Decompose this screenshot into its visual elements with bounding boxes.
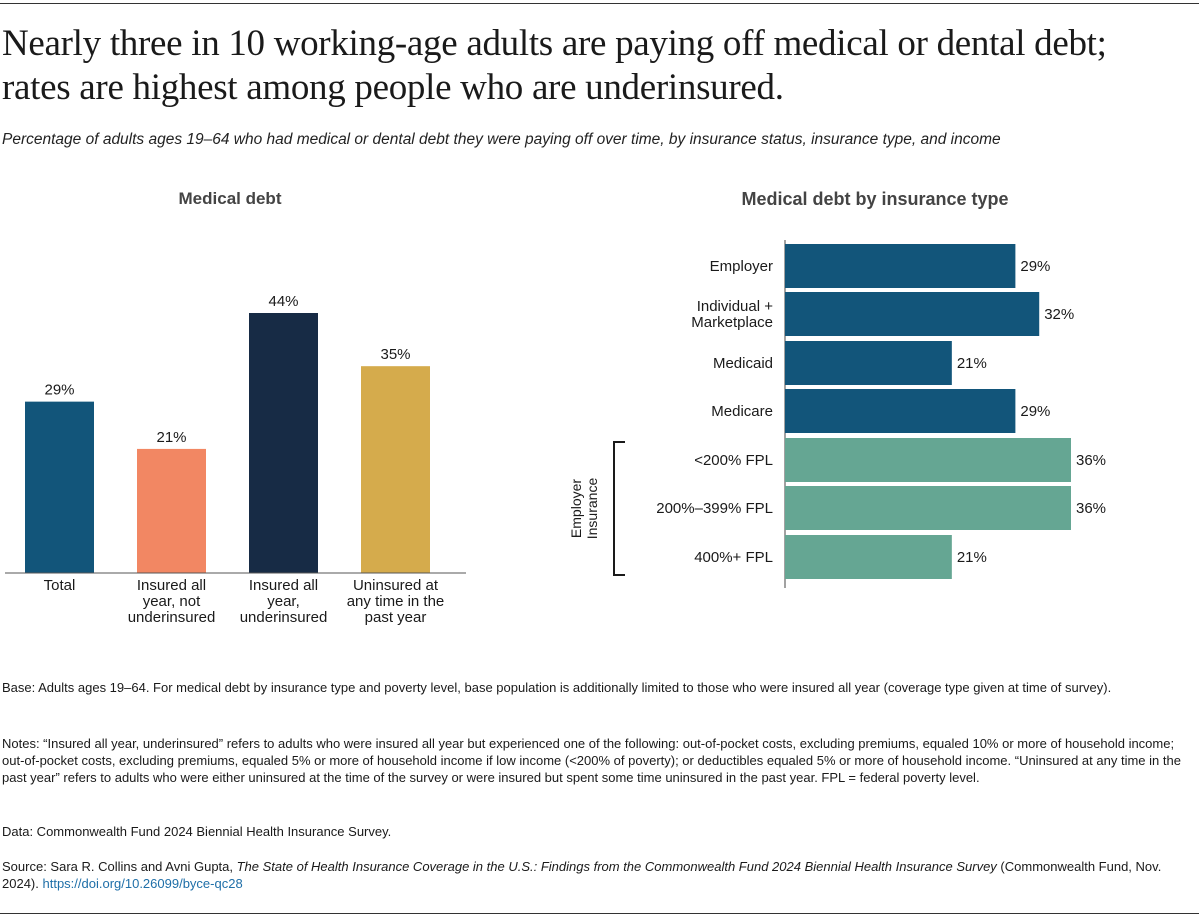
hbar-value-label-5: 36%	[1076, 500, 1106, 517]
bar-value-label-3: 35%	[380, 346, 410, 363]
group-label-1: Insurance	[584, 478, 600, 540]
hbar-value-label-4: 36%	[1076, 452, 1106, 469]
x-tick-label-3-1: any time in the	[347, 593, 445, 610]
x-tick-label-3-2: past year	[365, 609, 427, 626]
hbar-insurance-type-3	[785, 389, 1016, 433]
bottom-rule	[0, 913, 1199, 914]
y-tick-label-3-0: Medicare	[711, 403, 773, 420]
group-label-0: Employer	[568, 479, 584, 538]
bar-value-label-1: 21%	[156, 429, 186, 446]
bar-medical-debt-2	[249, 313, 318, 573]
title-line-1: Nearly three in 10 working-age adults ar…	[2, 23, 1107, 64]
source-prefix: Source: Sara R. Collins and Avni Gupta,	[2, 859, 237, 874]
bar-medical-debt-3	[361, 366, 430, 573]
hbar-insurance-type-1	[785, 292, 1040, 336]
bar-value-label-2: 44%	[268, 293, 298, 310]
hbar-insurance-type-5	[785, 486, 1071, 530]
y-tick-label-2-0: Medicaid	[713, 355, 773, 372]
hbar-insurance-type-2	[785, 341, 952, 385]
hbar-value-label-1: 32%	[1044, 306, 1074, 323]
hbar-value-label-2: 21%	[957, 355, 987, 372]
x-tick-label-0-0: Total	[44, 577, 76, 594]
y-tick-label-6-0: 400%+ FPL	[694, 549, 773, 566]
source-title: The State of Health Insurance Coverage i…	[236, 859, 997, 874]
x-tick-label-2-2: underinsured	[240, 609, 328, 626]
group-bracket	[613, 441, 625, 576]
y-tick-label-1-1: Marketplace	[691, 314, 773, 331]
y-tick-label-0-0: Employer	[710, 258, 773, 275]
title-line-2: rates are highest among people who are u…	[2, 67, 784, 108]
bar-medical-debt-1	[137, 448, 206, 573]
chart-subtitle: Percentage of adults ages 19–64 who had …	[2, 131, 1001, 148]
top-rule	[0, 3, 1199, 4]
base-note: Base: Adults ages 19–64. For medical deb…	[2, 680, 1112, 695]
page-title: Nearly three in 10 working-age adults ar…	[2, 22, 1192, 110]
hbar-insurance-type-4	[785, 438, 1071, 482]
x-tick-label-1-0: Insured all	[137, 577, 206, 594]
source-note: Source: Sara R. Collins and Avni Gupta, …	[2, 858, 1194, 892]
y-tick-label-5-0: 200%–399% FPL	[656, 500, 773, 517]
x-tick-label-1-1: year, not	[143, 593, 201, 610]
hbar-value-label-6: 21%	[957, 549, 987, 566]
data-note: Data: Commonwealth Fund 2024 Biennial He…	[2, 824, 392, 839]
x-tick-label-3-0: Uninsured at	[353, 577, 439, 594]
notes-text: Notes: “Insured all year, underinsured” …	[2, 736, 1181, 785]
x-tick-label-2-0: Insured all	[249, 577, 318, 594]
x-tick-label-1-2: underinsured	[128, 609, 216, 626]
y-tick-label-1-0: Individual +	[697, 298, 774, 315]
bar-medical-debt-0	[25, 401, 94, 573]
medical-debt-chart-title: Medical debt	[178, 189, 282, 208]
hbar-insurance-type-6	[785, 535, 952, 579]
y-tick-label-4-0: <200% FPL	[694, 452, 773, 469]
x-tick-label-2-1: year,	[267, 593, 300, 610]
source-link[interactable]: https://doi.org/10.26099/byce-qc28	[42, 876, 243, 891]
insurance-type-chart-title: Medical debt by insurance type	[741, 189, 1009, 209]
bar-value-label-0: 29%	[44, 382, 74, 399]
hbar-value-label-0: 29%	[1020, 258, 1050, 275]
source-suffix: (Commonwealth Fund, Nov. 2024).	[2, 859, 1162, 891]
hbar-value-label-3: 29%	[1020, 403, 1050, 420]
hbar-insurance-type-0	[785, 244, 1016, 288]
